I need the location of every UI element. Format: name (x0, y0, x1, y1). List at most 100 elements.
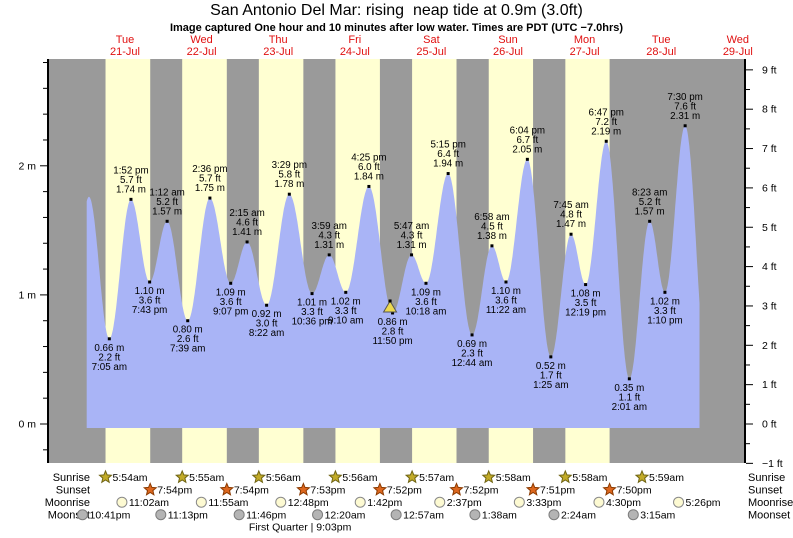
tide-extreme-label: 1.84 m (354, 171, 384, 182)
tide-extreme-label: 1.09 m (411, 287, 441, 298)
astro-event-time: 11:55am (208, 497, 248, 509)
moonrise-icon (195, 496, 207, 508)
tide-extreme-label: 5:47 am (394, 221, 429, 232)
current-tide-marker-dot (388, 299, 392, 303)
astro-event-time: 11:46pm (246, 510, 286, 522)
sunrise-icon (404, 469, 420, 484)
tide-extreme-dot (446, 172, 450, 176)
sunset-icon (525, 482, 541, 496)
tide-extreme-label: 8:22 am (249, 328, 284, 339)
astro-row-label-right: Sunrise (748, 472, 785, 484)
tide-extreme-label: 2.05 m (512, 144, 542, 155)
tide-extreme-label: 4:25 pm (351, 152, 386, 163)
astro-event-time: 11:13pm (168, 510, 208, 522)
axis-label-ft: 2 ft (762, 340, 777, 352)
axis-label-m: 0 m (18, 419, 36, 431)
astro-row-label-right: Sunset (748, 485, 782, 497)
tide-extreme-label: 1.78 m (274, 179, 304, 190)
tide-extreme-label: 2:01 am (612, 402, 647, 413)
tide-extreme-dot (663, 290, 667, 294)
tide-extreme-label: 0.66 m (94, 343, 124, 354)
sunrise-icon (481, 469, 496, 484)
day-header-name: Mon (574, 34, 595, 46)
moonset-icon (233, 509, 245, 521)
moonset-icon (627, 509, 639, 521)
tide-extreme-dot (627, 377, 631, 381)
moonset-icon (76, 509, 88, 521)
tide-extreme-dot (504, 280, 508, 284)
tide-extreme-label: 3.0 ft (256, 319, 278, 330)
tide-extreme-label: 1:12 am (149, 187, 184, 198)
day-header-name: Tue (652, 34, 671, 46)
tide-extreme-label: 3:29 pm (272, 160, 307, 171)
day-header-date: 26-Jul (493, 46, 523, 58)
tide-extreme-label: 2.2 ft (98, 352, 120, 363)
tide-extreme-label: 7.6 ft (674, 101, 696, 112)
astro-event-time: 12:57am (403, 510, 444, 522)
astro-event-time: 2:24am (561, 510, 596, 522)
astro-event-time: 7:52pm (464, 485, 499, 497)
tide-extreme-label: 1.08 m (571, 289, 601, 300)
day-header-name: Tue (116, 34, 135, 46)
tide-extreme-label: 2.6 ft (177, 334, 199, 345)
tide-extreme-label: 3.3 ft (654, 306, 676, 317)
tide-extreme-label: 5:15 pm (430, 140, 465, 151)
tide-extreme-label: 12:19 pm (565, 308, 606, 319)
sunset-icon (219, 482, 235, 496)
moonrise-icon (354, 496, 366, 508)
tide-extreme-dot (287, 192, 291, 196)
day-header-date: 24-Jul (340, 46, 370, 58)
sunset-icon (296, 482, 311, 496)
tide-extreme-label: 1.31 m (397, 240, 427, 251)
tide-extreme-label: 2:15 am (229, 208, 264, 219)
day-header-name: Sun (498, 34, 518, 46)
sunset-icon (602, 482, 617, 496)
day-header-name: Fri (348, 34, 361, 46)
current-tide-marker-triangle (382, 299, 398, 313)
tide-extreme-label: 11:22 am (486, 305, 526, 316)
astro-row-label-left: Sunset (56, 485, 90, 497)
sunrise-icon (328, 469, 343, 484)
day-header-name: Wed (190, 34, 212, 46)
axis-label-ft: 5 ft (762, 222, 777, 234)
astro-row-label-left: Moonrise (45, 497, 90, 509)
tide-extreme-dot (208, 196, 212, 200)
axis-label-ft: 0 ft (762, 419, 777, 431)
astro-event-time: 1:42pm (367, 497, 402, 509)
tide-extreme-label: 2.19 m (591, 126, 621, 137)
chart-subtitle: Image captured One hour and 10 minutes a… (169, 22, 624, 34)
tide-extreme-label: 0.92 m (252, 309, 282, 320)
astro-event-time: 10:41pm (89, 510, 130, 522)
tide-extreme-label: 1.09 m (216, 287, 246, 298)
axis-label-ft: 6 ft (762, 182, 777, 194)
tide-extreme-dot (229, 281, 233, 285)
tide-extreme-label: 1.1 ft (618, 392, 640, 403)
tide-extreme-label: 1:25 am (533, 380, 568, 391)
tide-extreme-label: 1.74 m (116, 184, 146, 195)
tide-extreme-label: 4.8 ft (560, 210, 582, 221)
moonset-icon (469, 509, 481, 521)
day-header-date: 22-Jul (187, 46, 217, 58)
tide-extreme-dot (549, 355, 553, 359)
sunrise-icon (558, 469, 573, 484)
astro-event-time: 3:33pm (526, 497, 561, 509)
tide-extreme-label: 7.2 ft (595, 117, 617, 128)
astro-event-time: 5:59am (649, 472, 684, 484)
moonrise-icon (275, 496, 287, 508)
tide-extreme-label: 7:43 pm (132, 305, 167, 316)
tide-extreme-label: 0.86 m (378, 317, 408, 328)
tide-extreme-dot (410, 253, 414, 257)
tide-extreme-dot (245, 240, 249, 244)
tide-extreme-label: 9:10 am (328, 315, 363, 326)
astro-row-label-right: Moonrise (748, 497, 793, 509)
day-header-date: 23-Jul (263, 46, 293, 58)
tide-extreme-label: 10:36 pm (292, 317, 333, 328)
astro-row-label-left: Sunrise (53, 472, 90, 484)
tide-extreme-label: 1.31 m (314, 240, 344, 251)
astro-event-time: 7:50pm (617, 485, 652, 497)
tide-extreme-label: 3:59 am (312, 221, 347, 232)
tide-extreme-label: 7:39 am (170, 344, 205, 355)
tide-extreme-label: 1.94 m (433, 159, 463, 170)
tide-extreme-label: 5.8 ft (278, 170, 300, 181)
axis-label-ft: 4 ft (762, 261, 777, 273)
